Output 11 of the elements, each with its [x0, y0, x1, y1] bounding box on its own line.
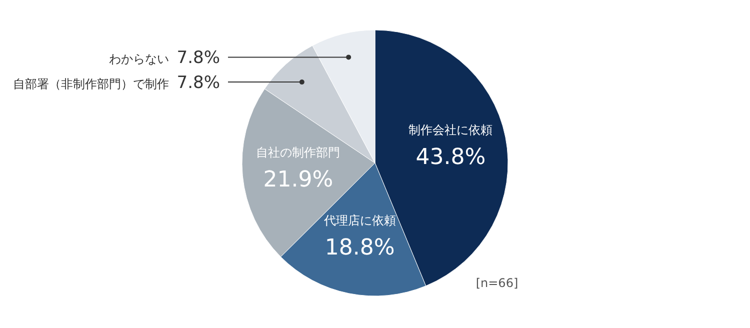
data-label: 7.8% [176, 48, 220, 68]
data-label: 21.9% [263, 167, 334, 192]
text: [n=66] [476, 276, 518, 290]
data-label: 18.8% [324, 236, 395, 261]
data-label: 7.8% [176, 73, 220, 94]
slice-label: 制作会社に依頼 [408, 122, 493, 137]
slice-label: 自部署（非制作部門）で制作 [12, 77, 169, 92]
slice-label: 代理店に依頼 [322, 214, 396, 228]
data-label: 43.8% [416, 144, 486, 170]
slice-label: 自社の制作部門 [256, 145, 340, 160]
slice-label: わからない [108, 52, 169, 66]
